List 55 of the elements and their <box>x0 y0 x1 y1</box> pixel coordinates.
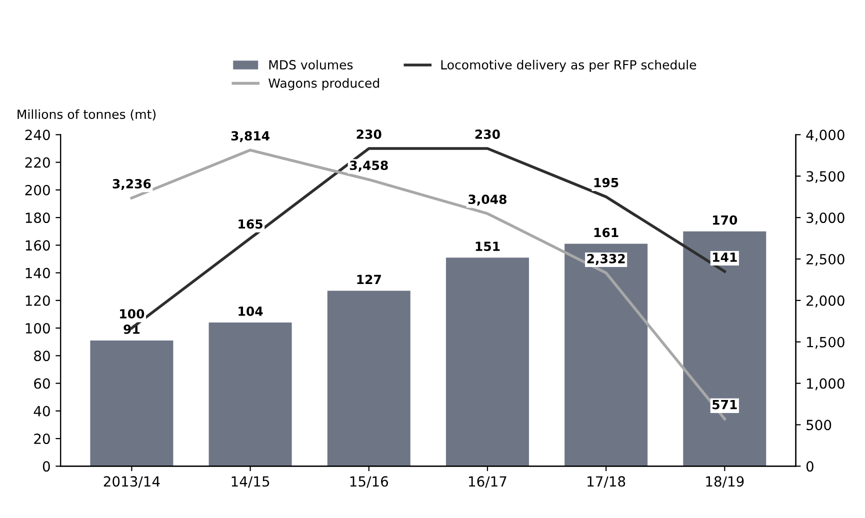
bar <box>683 231 766 466</box>
y2-tick-label: 500 <box>806 420 832 430</box>
legend-label: MDS volumes <box>269 60 353 70</box>
data-label: 195 <box>594 178 618 188</box>
y2-tick-label: 3,500 <box>806 171 844 184</box>
x-tick-label: 17/18 <box>588 476 626 488</box>
bar <box>327 290 410 466</box>
y2-tick-label: 4,000 <box>806 130 844 142</box>
data-label: 170 <box>713 215 738 225</box>
y-tick-label: 20 <box>34 434 50 444</box>
y-tick-label: 200 <box>25 184 50 196</box>
data-label: 571 <box>712 400 737 410</box>
y2-tick-label: 1,500 <box>807 336 844 349</box>
data-label: 2,332 <box>587 254 625 265</box>
x-tick-label: 14/15 <box>232 476 270 488</box>
data-label: 230 <box>356 129 382 139</box>
legend-label: Wagons produced <box>268 78 379 90</box>
data-label: 141 <box>713 252 737 262</box>
bar <box>564 244 648 466</box>
x-tick-label: 15/16 <box>350 476 388 488</box>
x-tick-label: 18/19 <box>706 476 744 488</box>
bar <box>90 340 174 466</box>
y-tick-label: 180 <box>26 212 50 224</box>
data-label: 100 <box>120 309 144 319</box>
y-axis-title: Millions of tonnes (mt) <box>18 109 156 120</box>
y-tick-label: 100 <box>26 323 50 334</box>
y2-tick-label: 1,000 <box>807 378 844 390</box>
data-label: 3,458 <box>350 160 388 172</box>
data-label: 127 <box>357 274 381 284</box>
data-label: 3,814 <box>231 131 270 142</box>
bar <box>208 322 292 466</box>
y-tick-label: 60 <box>34 378 50 389</box>
legend-label: Locomotive delivery as per RFP schedule <box>441 60 696 72</box>
bar <box>446 258 529 466</box>
y-tick-label: 160 <box>26 240 50 251</box>
data-label: 161 <box>594 228 618 238</box>
y2-tick-label: 3,000 <box>806 212 844 224</box>
data-label: 165 <box>238 219 262 229</box>
data-label: 230 <box>475 129 500 139</box>
y-tick-label: 80 <box>34 350 50 362</box>
y-tick-label: 140 <box>26 268 50 278</box>
y2-tick-label: 2,000 <box>806 295 844 308</box>
data-label: 3,048 <box>468 194 506 206</box>
x-tick-label: 16/17 <box>468 476 506 488</box>
y-tick-label: 0 <box>42 461 50 472</box>
x-tick-label: 2013/14 <box>104 476 160 488</box>
y2-tick-label: 0 <box>806 461 814 472</box>
y-tick-label: 40 <box>34 406 50 416</box>
y-tick-label: 240 <box>25 130 50 140</box>
y-tick-label: 120 <box>26 295 50 306</box>
data-label: 151 <box>476 242 500 252</box>
data-label: 3,236 <box>112 179 151 190</box>
data-label: 104 <box>238 306 263 316</box>
y-tick-label: 220 <box>25 157 50 168</box>
y2-tick-label: 2,500 <box>806 254 844 266</box>
